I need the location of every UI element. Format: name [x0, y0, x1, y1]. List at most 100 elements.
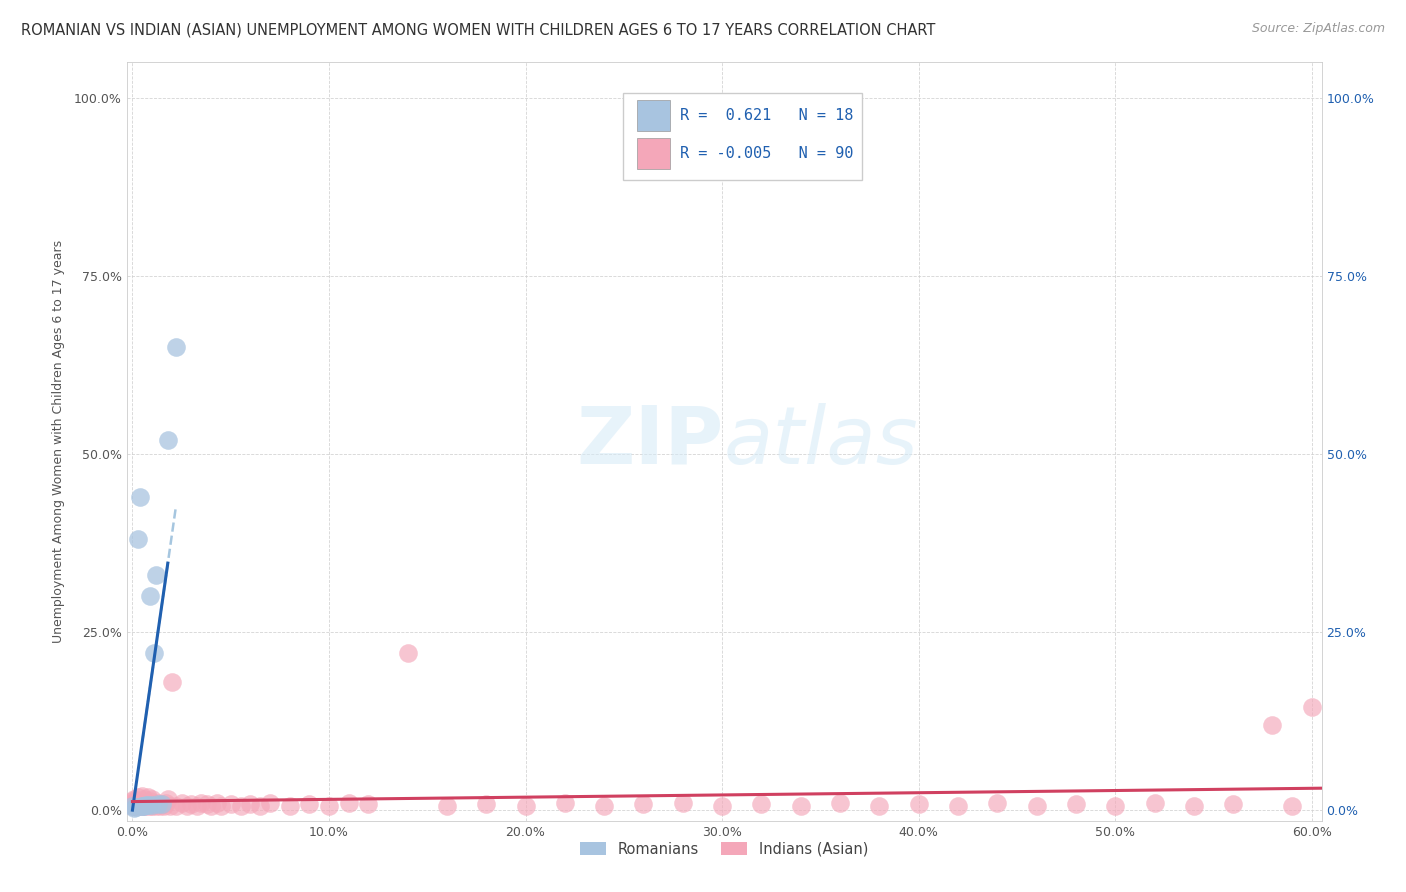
Point: [515, 799, 537, 814]
Point: [195, 797, 218, 812]
Point: [139, 798, 162, 813]
Point: [593, 799, 616, 814]
Point: [150, 797, 173, 812]
Point: [190, 796, 212, 810]
Point: [136, 790, 159, 805]
Point: [200, 799, 222, 814]
Point: [298, 797, 321, 812]
Point: [1301, 699, 1323, 714]
Point: [121, 794, 143, 808]
Point: [124, 792, 146, 806]
Point: [357, 797, 380, 812]
Point: [146, 796, 169, 810]
Point: [946, 799, 969, 814]
Point: [337, 796, 360, 810]
Point: [136, 797, 159, 812]
Point: [165, 340, 187, 354]
Point: [127, 797, 149, 812]
Point: [219, 797, 242, 812]
Text: atlas: atlas: [724, 402, 920, 481]
Point: [475, 797, 498, 812]
Point: [121, 799, 143, 814]
Point: [127, 790, 149, 805]
Point: [239, 797, 262, 812]
Point: [436, 799, 458, 814]
Point: [672, 796, 695, 810]
Point: [136, 797, 159, 812]
Point: [209, 799, 232, 814]
Text: ROMANIAN VS INDIAN (ASIAN) UNEMPLOYMENT AMONG WOMEN WITH CHILDREN AGES 6 TO 17 Y: ROMANIAN VS INDIAN (ASIAN) UNEMPLOYMENT …: [21, 22, 935, 37]
Point: [125, 794, 148, 808]
Point: [1104, 799, 1126, 814]
Point: [129, 796, 152, 810]
Point: [131, 798, 153, 813]
Point: [159, 799, 181, 814]
Point: [150, 797, 173, 812]
Point: [205, 796, 228, 810]
Point: [131, 799, 153, 814]
Point: [129, 798, 152, 813]
Point: [131, 799, 153, 814]
Point: [278, 799, 301, 814]
Point: [165, 799, 187, 814]
Y-axis label: Unemployment Among Women with Children Ages 6 to 17 years: Unemployment Among Women with Children A…: [52, 240, 66, 643]
Point: [135, 796, 157, 810]
Bar: [637, 101, 671, 130]
Point: [125, 800, 148, 814]
Point: [160, 674, 183, 689]
Point: [229, 799, 252, 814]
Point: [131, 797, 153, 812]
Point: [139, 590, 162, 604]
Point: [790, 799, 813, 814]
Point: [141, 792, 163, 806]
Point: [711, 799, 734, 814]
Point: [156, 433, 179, 447]
Point: [134, 798, 156, 813]
Text: R = -0.005   N = 90: R = -0.005 N = 90: [681, 146, 853, 161]
Point: [1064, 797, 1087, 812]
Point: [124, 798, 146, 813]
Point: [145, 568, 167, 582]
Text: ZIP: ZIP: [576, 402, 724, 481]
Legend: Romanians, Indians (Asian): Romanians, Indians (Asian): [574, 836, 875, 863]
Point: [131, 789, 153, 803]
Point: [396, 646, 419, 660]
Point: [145, 799, 167, 814]
Point: [149, 798, 172, 813]
Point: [124, 797, 146, 812]
Point: [180, 797, 202, 812]
Point: [135, 799, 157, 814]
Point: [156, 792, 179, 806]
Point: [868, 799, 890, 814]
Point: [124, 801, 146, 815]
Point: [153, 799, 176, 814]
Point: [143, 797, 166, 812]
Point: [318, 799, 340, 814]
Text: Source: ZipAtlas.com: Source: ZipAtlas.com: [1251, 22, 1385, 36]
Point: [135, 797, 157, 812]
Point: [1143, 796, 1166, 810]
Point: [170, 796, 193, 810]
Point: [176, 799, 198, 814]
Point: [1222, 797, 1244, 812]
Point: [121, 799, 143, 814]
Point: [828, 796, 851, 810]
FancyBboxPatch shape: [623, 93, 862, 180]
Point: [134, 798, 156, 813]
Point: [129, 490, 152, 504]
Point: [186, 799, 208, 814]
Text: R =  0.621   N = 18: R = 0.621 N = 18: [681, 108, 853, 123]
Point: [633, 797, 655, 812]
Point: [127, 533, 149, 547]
Point: [141, 797, 163, 812]
Point: [1182, 799, 1205, 814]
Point: [141, 799, 163, 814]
Point: [249, 799, 271, 814]
Point: [146, 797, 169, 812]
Point: [143, 646, 166, 660]
Point: [1281, 799, 1303, 814]
Bar: [637, 138, 671, 169]
Point: [155, 796, 177, 810]
Point: [125, 799, 148, 814]
Point: [121, 796, 143, 810]
